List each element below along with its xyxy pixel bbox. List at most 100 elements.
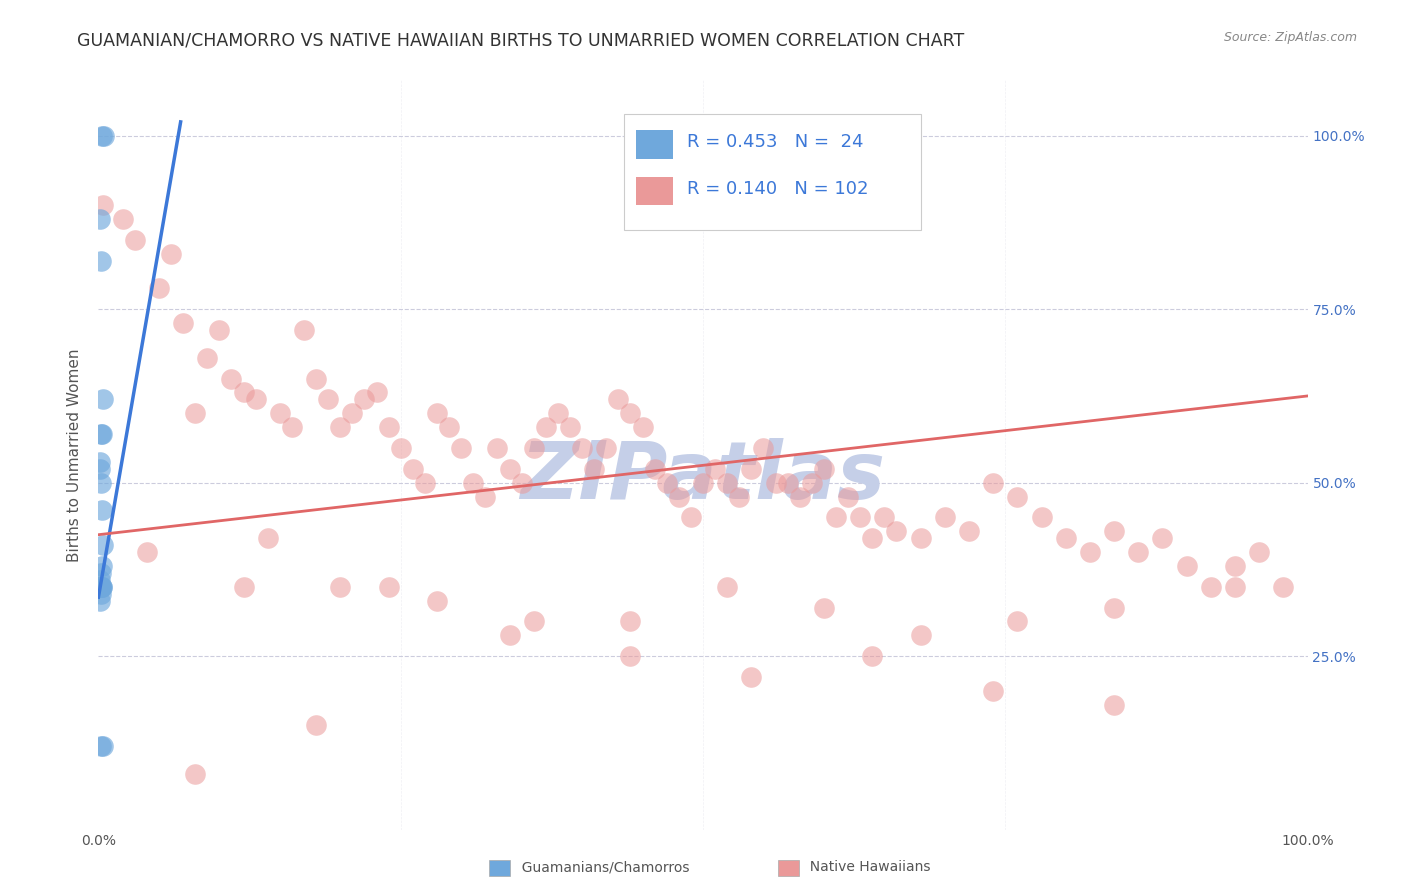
Point bbox=[547, 406, 569, 420]
Point bbox=[1007, 490, 1029, 504]
Point bbox=[800, 475, 823, 490]
Point bbox=[1223, 558, 1246, 573]
Point bbox=[1007, 615, 1029, 629]
Point bbox=[886, 524, 908, 539]
Point bbox=[644, 462, 666, 476]
Point bbox=[607, 392, 630, 407]
Point bbox=[366, 385, 388, 400]
Point bbox=[90, 566, 112, 580]
Point bbox=[329, 420, 352, 434]
Point bbox=[90, 580, 112, 594]
Text: Guamanians/Chamorros: Guamanians/Chamorros bbox=[513, 860, 690, 874]
Point bbox=[849, 510, 872, 524]
Point bbox=[740, 462, 762, 476]
Point bbox=[93, 128, 115, 143]
Point bbox=[510, 475, 533, 490]
Point bbox=[716, 580, 738, 594]
Point bbox=[91, 558, 114, 573]
Point bbox=[1272, 580, 1295, 594]
Point bbox=[305, 718, 328, 732]
Point bbox=[910, 628, 932, 642]
Point bbox=[1102, 600, 1125, 615]
Point bbox=[765, 475, 787, 490]
Point bbox=[90, 739, 112, 754]
Point bbox=[740, 670, 762, 684]
Point bbox=[91, 198, 114, 212]
Point bbox=[558, 420, 581, 434]
Point bbox=[668, 490, 690, 504]
Text: ZIPatlas: ZIPatlas bbox=[520, 438, 886, 516]
Point bbox=[655, 475, 678, 490]
Point bbox=[1249, 545, 1271, 559]
Point bbox=[124, 233, 146, 247]
Point bbox=[1102, 698, 1125, 712]
Point bbox=[474, 490, 496, 504]
Point bbox=[111, 212, 134, 227]
Point bbox=[172, 316, 194, 330]
Point bbox=[389, 441, 412, 455]
Point bbox=[1175, 558, 1198, 573]
Point bbox=[595, 441, 617, 455]
Point bbox=[873, 510, 896, 524]
Point bbox=[91, 580, 114, 594]
Point bbox=[91, 392, 114, 407]
Point bbox=[91, 128, 114, 143]
Point bbox=[534, 420, 557, 434]
Text: Source: ZipAtlas.com: Source: ZipAtlas.com bbox=[1223, 31, 1357, 45]
Point bbox=[281, 420, 304, 434]
Point bbox=[860, 531, 883, 545]
Point bbox=[89, 573, 111, 587]
Point bbox=[89, 593, 111, 607]
Point bbox=[208, 323, 231, 337]
Point bbox=[135, 545, 157, 559]
Point bbox=[413, 475, 436, 490]
Point bbox=[692, 475, 714, 490]
Point bbox=[195, 351, 218, 365]
Point bbox=[91, 580, 114, 594]
Point bbox=[450, 441, 472, 455]
Point bbox=[184, 406, 207, 420]
Point bbox=[1199, 580, 1222, 594]
Text: R = 0.453   N =  24: R = 0.453 N = 24 bbox=[688, 134, 863, 152]
Point bbox=[776, 475, 799, 490]
Point bbox=[498, 628, 520, 642]
Point bbox=[523, 441, 546, 455]
Point bbox=[486, 441, 509, 455]
Text: Native Hawaiians: Native Hawaiians bbox=[801, 860, 931, 874]
Point bbox=[90, 427, 112, 442]
Point bbox=[91, 739, 114, 754]
Point bbox=[269, 406, 291, 420]
Point bbox=[1078, 545, 1101, 559]
Point bbox=[437, 420, 460, 434]
Point bbox=[1031, 510, 1053, 524]
Point bbox=[934, 510, 956, 524]
Point bbox=[910, 531, 932, 545]
Point bbox=[426, 406, 449, 420]
Point bbox=[789, 490, 811, 504]
FancyBboxPatch shape bbox=[624, 114, 921, 230]
Point bbox=[232, 580, 254, 594]
Point bbox=[981, 683, 1004, 698]
Point bbox=[305, 371, 328, 385]
Point bbox=[329, 580, 352, 594]
Point bbox=[813, 600, 835, 615]
Point bbox=[89, 455, 111, 469]
Point bbox=[1054, 531, 1077, 545]
Point bbox=[426, 593, 449, 607]
Y-axis label: Births to Unmarried Women: Births to Unmarried Women bbox=[67, 348, 83, 562]
Point bbox=[704, 462, 727, 476]
Point bbox=[619, 406, 641, 420]
Point bbox=[523, 615, 546, 629]
Point bbox=[221, 371, 243, 385]
Point bbox=[1102, 524, 1125, 539]
Point bbox=[256, 531, 278, 545]
Point bbox=[91, 538, 114, 552]
Point bbox=[728, 490, 751, 504]
Point bbox=[292, 323, 315, 337]
Point bbox=[981, 475, 1004, 490]
Point bbox=[342, 406, 364, 420]
Point bbox=[1152, 531, 1174, 545]
Point bbox=[184, 767, 207, 781]
Point bbox=[837, 490, 859, 504]
Point bbox=[825, 510, 848, 524]
